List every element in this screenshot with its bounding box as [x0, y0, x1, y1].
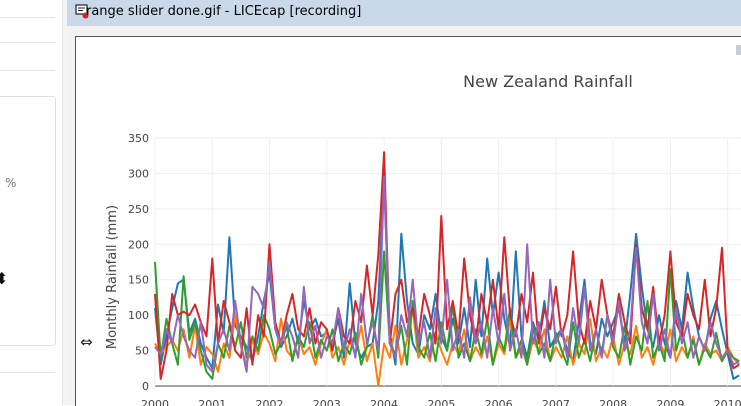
y-tick-label: 0 — [142, 380, 149, 393]
panel-divider — [0, 372, 55, 373]
y-tick-label: 100 — [128, 309, 149, 322]
y-tick-label: 150 — [128, 274, 149, 287]
left-panel: % ⬍ — [0, 0, 62, 405]
y-tick-label: 350 — [128, 132, 149, 145]
title-bar[interactable]: range slider done.gif - LICEcap [recordi… — [67, 0, 741, 26]
y-tick-labels: 0 50 100 150 200 250 300 350 — [128, 132, 149, 393]
panel-divider — [0, 17, 55, 18]
x-tick-label: 2000 — [141, 398, 169, 406]
capture-frame: 0 50 100 150 200 250 300 350 2000 2001 2002 2003 20… — [75, 36, 741, 406]
x-tick-label: 2010 — [714, 398, 741, 406]
y-tick-label: 250 — [128, 203, 149, 216]
modebar-icon[interactable] — [736, 45, 741, 55]
series-line-4 — [154, 151, 740, 380]
x-tick-label: 2002 — [256, 398, 284, 406]
settings-card — [0, 96, 56, 346]
resize-handle-icon[interactable]: ⬍ — [0, 269, 9, 288]
x-tick-label: 2006 — [485, 398, 513, 406]
chart-title: New Zealand Rainfall — [463, 72, 633, 91]
y-axis-label: Monthly Rainfall (mm) — [105, 205, 120, 349]
x-tick-label: 2009 — [656, 398, 684, 406]
panel-divider — [0, 42, 55, 43]
x-tick-label: 2003 — [313, 398, 341, 406]
panel-divider — [0, 70, 55, 71]
y-tick-label: 300 — [128, 167, 149, 180]
series-line-3 — [154, 250, 740, 380]
x-tick-label: 2005 — [427, 398, 455, 406]
x-tick-label: 2008 — [599, 398, 627, 406]
x-tick-label: 2004 — [370, 398, 398, 406]
y-tick-label: 50 — [135, 345, 149, 358]
x-tick-label: 2001 — [198, 398, 226, 406]
y-tick-label: 200 — [128, 238, 149, 251]
licecap-app-icon — [75, 4, 89, 19]
grid-lines — [154, 137, 741, 387]
licecap-window: range slider done.gif - LICEcap [recordi… — [67, 0, 741, 406]
x-tick-labels: 2000 2001 2002 2003 2004 2005 2006 2007 2008 2009… — [141, 398, 741, 406]
pane-splitter[interactable] — [62, 0, 68, 405]
window-title: range slider done.gif - LICEcap [recordi… — [86, 4, 362, 19]
percent-label: % — [5, 176, 17, 190]
series-lines — [154, 151, 740, 387]
x-tick-label: 2007 — [542, 398, 570, 406]
series-line-5 — [154, 176, 740, 373]
resize-cursor-icon: ⇔ — [80, 333, 93, 351]
